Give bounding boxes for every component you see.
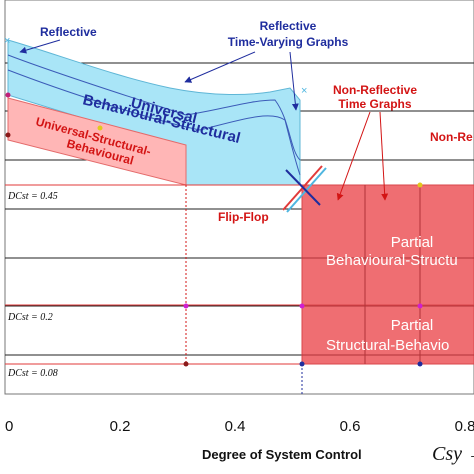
- markers: × ×: [4, 35, 423, 367]
- label-reflective: Reflective: [40, 25, 97, 39]
- x-axis-label: Degree of System Control: [202, 447, 362, 462]
- plot-frame: [4, 0, 474, 395]
- label-non-re: Non-Re: [430, 130, 473, 144]
- marker: [417, 182, 423, 188]
- marker: [417, 303, 423, 309]
- x-ticks: 0 0.2 0.4 0.6 0.8: [5, 418, 474, 435]
- x-tick-label: 0.4: [225, 418, 246, 435]
- band-curve: [7, 54, 301, 161]
- arrow-non-reflective: [336, 111, 371, 201]
- arrow-reflective-tvg: [289, 51, 299, 111]
- dcst-label-02: DCst = 0.2: [7, 312, 53, 323]
- label-partial-sb-1: Partial: [391, 317, 434, 334]
- marker-x: ×: [301, 85, 307, 97]
- marker: [299, 303, 305, 309]
- x-tick-label: 0: [5, 418, 13, 435]
- region-partial-structural-behavioural: [301, 304, 474, 365]
- band-curve: [7, 69, 301, 176]
- region-partial-behavioural-structural: [301, 184, 474, 306]
- label-reflective-tvg-2: Time-Varying Graphs: [228, 35, 349, 49]
- label-partial-bs-1: Partial: [391, 234, 434, 251]
- label-partial-bs-2: Behavioural-Structu: [326, 252, 458, 269]
- marker: [417, 361, 423, 367]
- arrow-non-reflective: [379, 111, 389, 201]
- dcst-label-008: DCst = 0.08: [7, 368, 58, 379]
- marker: [97, 125, 103, 131]
- label-non-reflective-2: Time Graphs: [338, 97, 411, 111]
- marker-x: ×: [4, 35, 10, 47]
- marker: [5, 132, 11, 138]
- marker: [183, 303, 189, 309]
- x-tick-label: 0.2: [110, 418, 131, 435]
- dcst-label-045: DCst = 0.45: [7, 191, 58, 202]
- flip-flop-line: [285, 169, 321, 206]
- x-tick-label: 0.6: [340, 418, 361, 435]
- arrow-reflective-tvg: [184, 51, 256, 83]
- label-partial-sb-2: Structural-Behavio: [326, 337, 449, 354]
- marker: [5, 92, 11, 98]
- arrow-reflective: [19, 39, 61, 54]
- label-non-reflective-1: Non-Reflective: [333, 83, 417, 97]
- marker: [183, 361, 189, 367]
- label-flip-flop: Flip-Flop: [218, 210, 269, 224]
- region-universal-behavioural-structural: [7, 39, 301, 186]
- marker: [299, 361, 305, 367]
- x-axis-symbol: Csy →: [432, 443, 474, 465]
- label-reflective-tvg-1: Reflective: [260, 19, 317, 33]
- x-tick-label: 0.8: [455, 418, 474, 435]
